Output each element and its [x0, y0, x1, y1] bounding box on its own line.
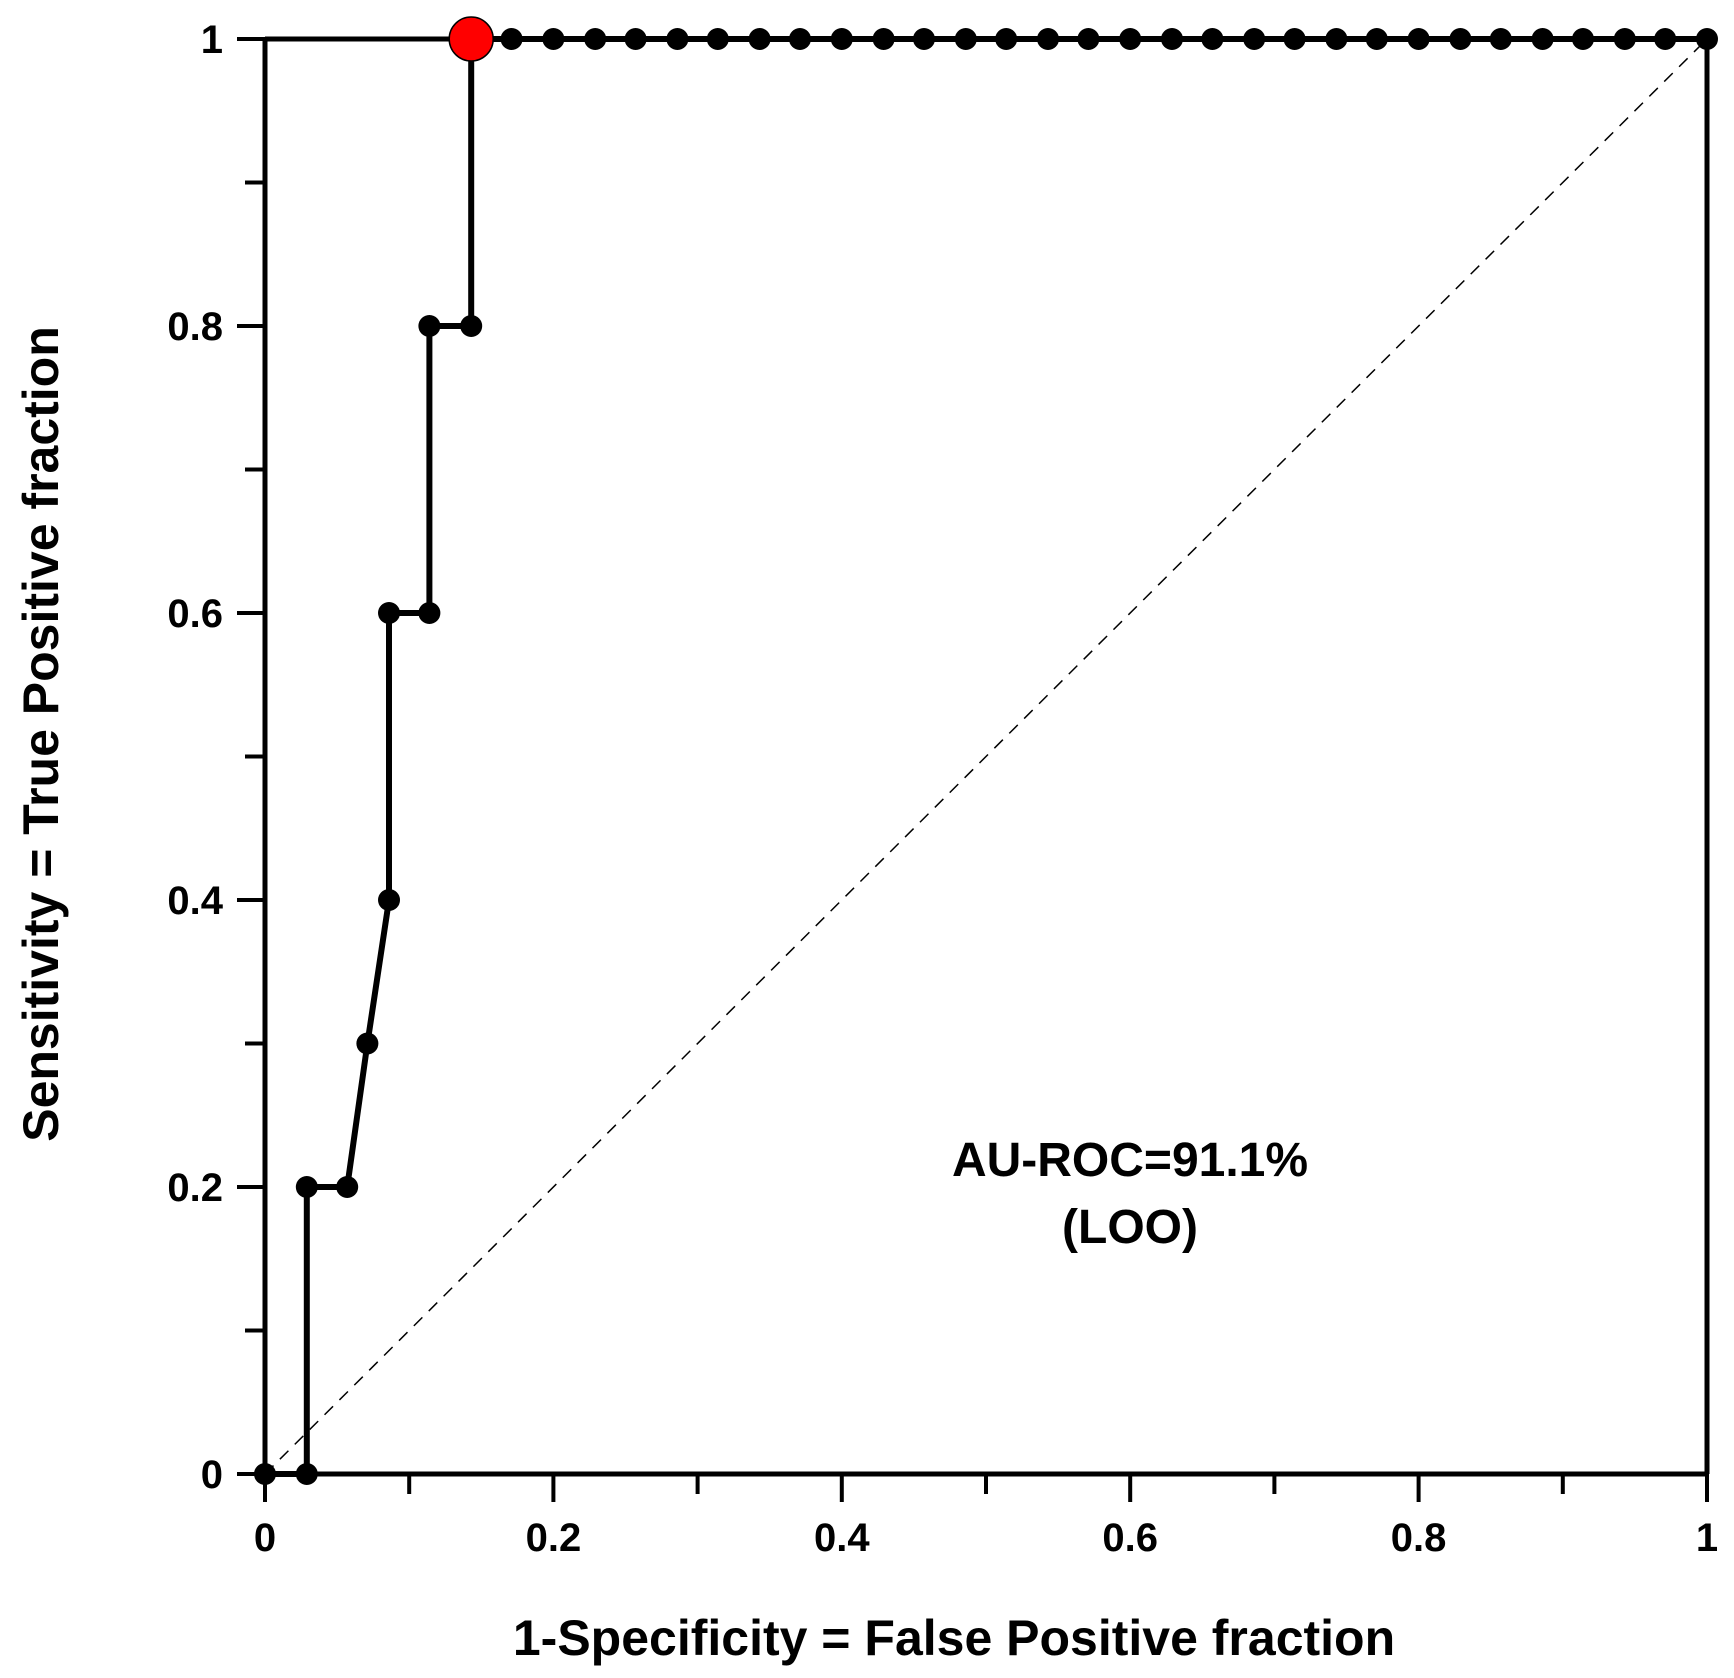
- roc-point: [1243, 28, 1266, 50]
- reference-diagonal-layer: [264, 38, 1708, 1475]
- roc-point: [1325, 28, 1348, 50]
- y-tick-label: 1: [201, 18, 223, 62]
- roc-point: [912, 28, 935, 50]
- roc-point: [706, 28, 729, 50]
- x-tick-label: 0: [254, 1516, 276, 1560]
- x-tick-label: 0.4: [814, 1516, 870, 1560]
- roc-point: [1201, 28, 1224, 50]
- y-tick-label: 0.2: [167, 1166, 223, 1210]
- roc-point: [542, 28, 565, 50]
- y-tick-label: 0: [201, 1453, 223, 1497]
- auroc-annotation: AU-ROC=91.1%: [952, 1134, 1308, 1187]
- optimal-cutoff-point: [448, 16, 494, 62]
- roc-point: [1283, 28, 1306, 50]
- x-tick-label: 0.6: [1102, 1516, 1158, 1560]
- roc-point: [1654, 28, 1677, 50]
- roc-point: [624, 28, 647, 50]
- roc-point: [830, 28, 853, 50]
- roc-point: [1696, 28, 1718, 50]
- roc-point: [995, 28, 1018, 50]
- roc-points-layer: [254, 16, 1718, 1485]
- roc-point: [1613, 28, 1636, 50]
- roc-point: [295, 1463, 318, 1485]
- x-tick-label: 1: [1696, 1516, 1718, 1560]
- roc-point: [954, 28, 977, 50]
- x-tick-label: 0.8: [1391, 1516, 1447, 1560]
- roc-point: [418, 602, 441, 624]
- roc-point: [356, 1032, 379, 1055]
- roc-point: [1449, 28, 1472, 50]
- roc-point: [336, 1176, 359, 1198]
- roc-point: [378, 889, 401, 911]
- roc-point: [1531, 28, 1554, 50]
- roc-point: [1489, 28, 1512, 50]
- roc-point: [1571, 28, 1594, 50]
- roc-point: [254, 1463, 276, 1485]
- roc-point: [295, 1176, 318, 1198]
- roc-point: [666, 28, 689, 50]
- roc-point: [418, 315, 441, 337]
- roc-point: [1365, 28, 1388, 50]
- roc-point: [748, 28, 771, 50]
- roc-point: [378, 602, 401, 624]
- roc-point: [1407, 28, 1430, 50]
- tick-labels: 0 0.2 0.4 0.6 0.8 1 0 0.2 0.4 0.6 0.8 1: [167, 18, 1718, 1560]
- roc-point: [1077, 28, 1100, 50]
- y-tick-label: 0.8: [167, 305, 223, 349]
- roc-point: [584, 28, 607, 50]
- roc-point: [788, 28, 811, 50]
- roc-point: [1161, 28, 1184, 50]
- roc-point: [1119, 28, 1142, 50]
- x-tick-label: 0.2: [526, 1516, 582, 1560]
- roc-point: [460, 315, 483, 337]
- loo-annotation: (LOO): [1062, 1201, 1198, 1254]
- roc-point: [500, 28, 523, 50]
- x-axis-title: 1-Specificity = False Positive fraction: [513, 1610, 1395, 1666]
- roc-point: [872, 28, 895, 50]
- y-tick-label: 0.6: [167, 592, 223, 636]
- reference-diagonal-line: [264, 38, 1708, 1475]
- y-axis-title: Sensitivity = True Positive fraction: [13, 326, 69, 1142]
- roc-point: [1037, 28, 1060, 50]
- y-tick-label: 0.4: [167, 879, 223, 923]
